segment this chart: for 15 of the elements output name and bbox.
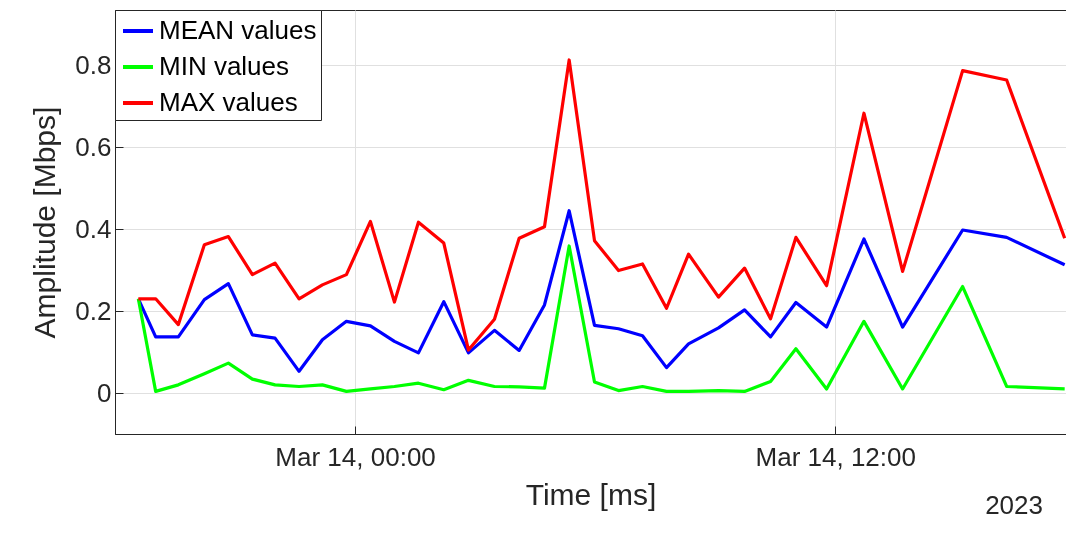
y-tick-label: 0	[97, 377, 112, 408]
legend-label: MAX values	[159, 87, 298, 117]
y-tick-label: 0.2	[75, 295, 112, 326]
legend-label: MIN values	[159, 51, 290, 81]
y-axis-title: Amplitude [Mbps]	[28, 106, 62, 339]
y-tick-label: 0.4	[75, 213, 112, 244]
x-tick-label: Mar 14, 12:00	[755, 441, 916, 472]
y-tick-label: 0.8	[75, 49, 112, 80]
x-tick-label: Mar 14, 00:00	[275, 441, 436, 472]
line-series	[136, 244, 1066, 393]
x-axis-title: Time [ms]	[525, 477, 657, 511]
legend-label: MEAN values	[159, 15, 317, 45]
y-tick-label: 0.6	[75, 131, 112, 162]
line-series	[136, 58, 1066, 352]
text: 2023	[985, 490, 1043, 520]
